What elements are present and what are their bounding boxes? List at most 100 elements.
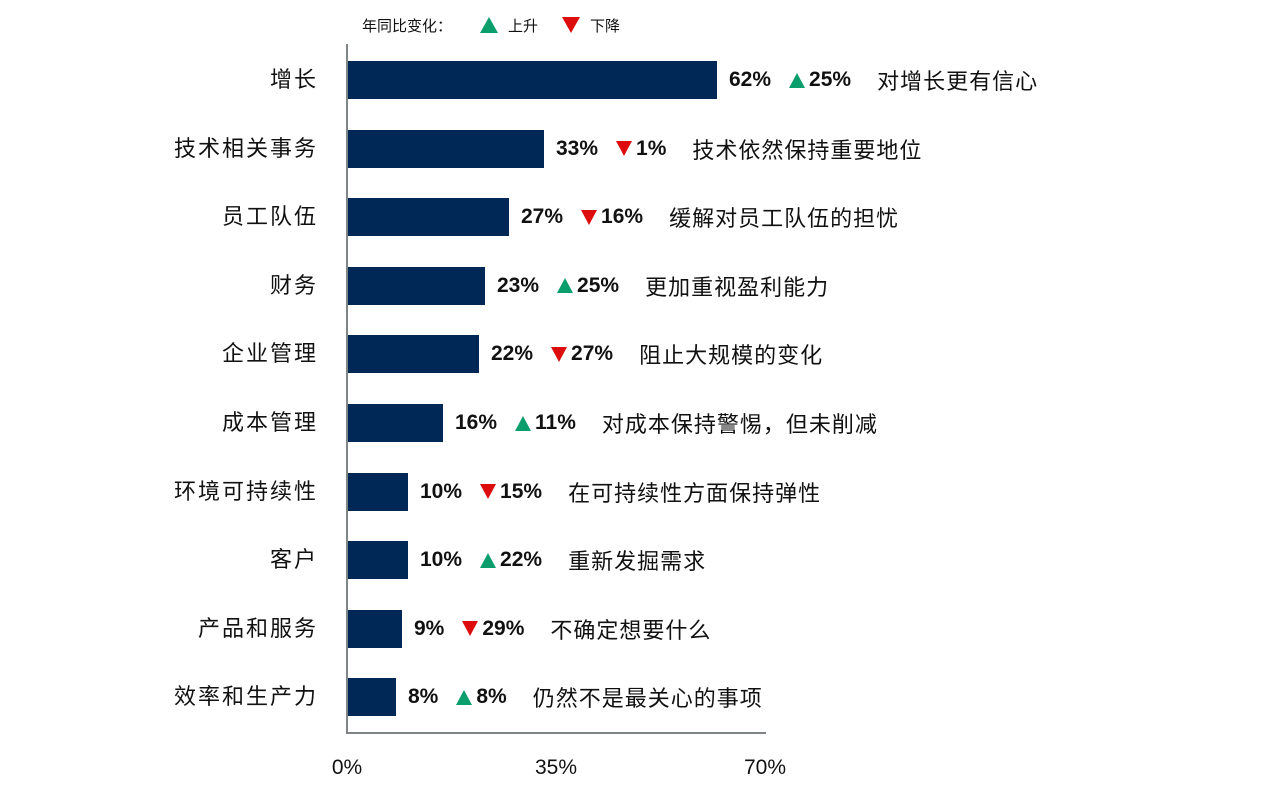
yoy-change: 16% <box>581 205 643 229</box>
value-label: 16% <box>455 411 498 434</box>
triangle-down-icon <box>581 209 598 225</box>
bar-annotation: 27% 16% 缓解对员工队伍的担忧 <box>509 198 899 236</box>
bar <box>348 541 408 580</box>
bar <box>348 335 479 374</box>
note-text: 在可持续性方面保持弹性 <box>568 480 822 506</box>
yoy-change: 8% <box>456 685 507 709</box>
triangle-down-icon <box>480 484 497 500</box>
legend: 年同比变化： 上升 下降 <box>362 14 644 36</box>
yoy-change: 15% <box>480 480 542 504</box>
bar-row: 成本管理 16% 11% 对成本保持警惕，但未削减 <box>0 404 1280 442</box>
category-label: 效率和生产力 <box>173 684 318 710</box>
x-tick-35: 35% <box>534 756 578 779</box>
value-label: 9% <box>414 616 445 640</box>
yoy-change: 22% <box>480 548 542 572</box>
note-text: 技术依然保持重要地位 <box>692 137 923 163</box>
category-label: 成本管理 <box>221 410 318 435</box>
value-label: 23% <box>497 273 540 297</box>
yoy-change: 11% <box>515 411 576 435</box>
value-label: 8% <box>408 685 439 709</box>
category-label: 增长 <box>269 67 318 92</box>
bar <box>348 198 509 237</box>
bar-annotation: 9% 29% 不确定想要什么 <box>402 610 711 648</box>
triangle-up-icon <box>557 278 574 294</box>
x-tick-70: 70% <box>743 756 787 779</box>
note-text: 阻止大规模的变化 <box>639 343 824 369</box>
bar-row: 财务 23% 25% 更加重视盈利能力 <box>0 266 1280 305</box>
triangle-down-icon <box>551 346 568 362</box>
y-axis-line <box>346 44 348 734</box>
change-value: 11% <box>535 411 576 434</box>
bar-annotation: 33% 1% 技术依然保持重要地位 <box>544 130 922 168</box>
bar-annotation: 22% 27% 阻止大规模的变化 <box>479 335 823 373</box>
bar-row: 员工队伍 27% 16% 缓解对员工队伍的担忧 <box>0 198 1280 237</box>
change-value: 16% <box>601 205 644 229</box>
bar <box>348 609 402 648</box>
bar <box>348 678 396 717</box>
category-label: 员工队伍 <box>221 204 318 230</box>
triangle-up-icon <box>480 17 499 33</box>
bar <box>348 404 443 442</box>
triangle-down-icon <box>616 141 633 157</box>
legend-down-label: 下降 <box>590 17 621 35</box>
value-label: 10% <box>420 479 463 503</box>
bar-row: 环境可持续性 10% 15% 在可持续性方面保持弹性 <box>0 472 1280 511</box>
yoy-change: 25% <box>557 274 619 298</box>
category-label: 企业管理 <box>221 341 318 367</box>
bar <box>348 266 485 305</box>
bar-row: 客户 10% 22% 重新发掘需求 <box>0 541 1280 580</box>
value-label: 62% <box>729 68 772 91</box>
category-label: 技术相关事务 <box>173 135 318 161</box>
change-value: 25% <box>577 273 620 297</box>
bar <box>348 61 717 99</box>
bar-annotation: 10% 15% 在可持续性方面保持弹性 <box>408 473 821 511</box>
category-label: 产品和服务 <box>197 615 318 641</box>
note-text: 重新发掘需求 <box>568 549 707 575</box>
x-tick-0: 0% <box>331 756 363 779</box>
note-text: 对增长更有信心 <box>877 69 1039 94</box>
triangle-up-icon <box>480 552 497 568</box>
note-text: 仍然不是最关心的事项 <box>532 686 763 712</box>
bar-annotation: 16% 11% 对成本保持警惕，但未削减 <box>443 404 878 442</box>
triangle-down-icon <box>562 17 581 33</box>
value-label: 33% <box>556 136 599 160</box>
bar-annotation: 10% 22% 重新发掘需求 <box>408 541 706 579</box>
change-value: 8% <box>476 685 507 709</box>
bar <box>348 129 544 168</box>
change-value: 15% <box>500 479 543 503</box>
category-label: 客户 <box>269 547 318 573</box>
x-axis-line <box>346 732 766 734</box>
yoy-change: 1% <box>616 137 666 161</box>
legend-item-down: 下降 <box>562 15 620 36</box>
note-text: 缓解对员工队伍的担忧 <box>669 206 900 232</box>
change-value: 29% <box>482 616 525 640</box>
value-label: 10% <box>420 548 463 572</box>
bar-annotation: 23% 25% 更加重视盈利能力 <box>485 267 829 305</box>
bar <box>348 472 408 511</box>
bar-row: 增长 62% 25% 对增长更有信心 <box>0 61 1280 99</box>
bar-row: 技术相关事务 33% 1% 技术依然保持重要地位 <box>0 129 1280 168</box>
legend-up-label: 上升 <box>508 17 539 35</box>
legend-title: 年同比变化： <box>362 17 453 35</box>
yoy-change: 27% <box>551 342 613 366</box>
bar-annotation: 62% 25% 对增长更有信心 <box>717 61 1038 99</box>
value-label: 27% <box>521 205 564 229</box>
note-text: 不确定想要什么 <box>550 617 712 643</box>
value-label: 22% <box>491 342 534 366</box>
change-value: 22% <box>500 548 543 572</box>
change-value: 25% <box>809 68 852 91</box>
triangle-up-icon <box>789 72 806 88</box>
yoy-change: 25% <box>789 68 851 92</box>
note-text: 对成本保持警惕，但未削减 <box>601 412 878 437</box>
triangle-up-icon <box>515 415 532 431</box>
bar-row: 企业管理 22% 27% 阻止大规模的变化 <box>0 335 1280 374</box>
category-label: 环境可持续性 <box>173 478 318 504</box>
change-value: 27% <box>571 342 614 366</box>
triangle-up-icon <box>456 689 473 705</box>
bar-row: 产品和服务 9% 29% 不确定想要什么 <box>0 609 1280 648</box>
yoy-change: 29% <box>462 617 524 641</box>
note-text: 更加重视盈利能力 <box>645 274 830 300</box>
triangle-down-icon <box>462 621 479 637</box>
change-value: 1% <box>636 136 667 160</box>
bar-row: 效率和生产力 8% 8% 仍然不是最关心的事项 <box>0 678 1280 717</box>
